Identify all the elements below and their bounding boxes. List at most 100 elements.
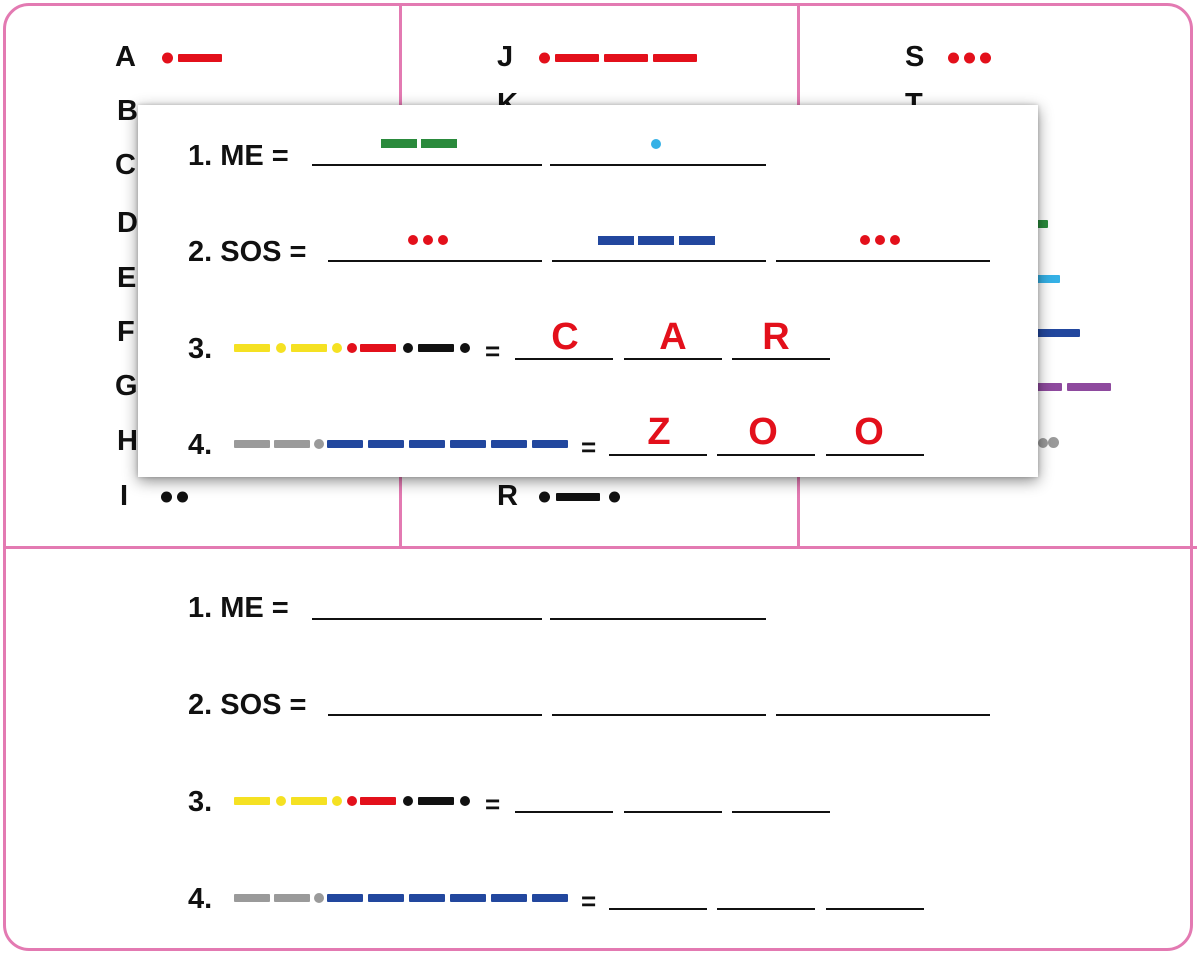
equals-sign: = [581,886,597,916]
answer-blank[interactable] [717,908,815,910]
question-4-label: 4. [188,883,213,915]
morse-code [160,490,200,504]
morse-dash [368,894,404,902]
answer-letter: C [551,316,581,358]
morse-dash [491,440,527,448]
morse-dash [555,54,599,62]
morse-dot [1048,437,1059,448]
morse-dot [314,893,324,903]
answer-blank[interactable] [776,714,990,716]
letter-label: J [497,41,514,73]
answer-blank[interactable] [624,811,722,813]
morse-dash [360,797,396,805]
answer-blank [609,454,707,456]
answer-blank[interactable] [609,908,707,910]
answer-blank [515,358,613,360]
answer-letter: O [748,411,780,453]
question-4-label: 4. [188,429,213,461]
morse-dash [1030,383,1062,391]
morse-dash [409,440,445,448]
morse-code [946,51,1006,65]
letter-label: C [115,149,136,181]
morse-dash [291,797,327,805]
question-1-label: 1. ME = [188,592,289,624]
morse-dash [604,54,648,62]
answer-blank [624,358,722,360]
morse-dot [539,491,550,503]
answer-blank [776,260,990,262]
morse-dot [460,796,470,806]
answer-blank [550,164,766,166]
answer-blank[interactable] [550,618,766,620]
morse-dash [418,797,454,805]
morse-dash [409,894,445,902]
answer-blank[interactable] [552,714,766,716]
morse-code [537,51,707,65]
answer-blank [312,164,542,166]
morse-dash [1030,220,1048,228]
morse-dot [403,343,413,353]
morse-sequence [234,794,474,808]
morse-code [537,490,627,504]
morse-dash [1067,383,1111,391]
morse-dot [162,52,173,64]
morse-dash [679,236,715,245]
morse-dash [418,344,454,352]
answer-letter: R [762,316,792,358]
morse-dash [421,139,457,148]
morse-dot [860,235,870,245]
morse-sequence [234,891,574,905]
morse-dash [381,139,417,148]
morse-dash [638,236,674,245]
question-3-label: 3. [188,333,213,365]
answer-letter: A [659,316,689,358]
answer-letter: O [854,411,886,453]
morse-dash [450,440,486,448]
morse-dash [368,440,404,448]
morse-dot [347,796,357,806]
letter-label: S [905,41,925,73]
morse-dash [234,894,270,902]
morse-dot [609,491,620,503]
morse-dot [438,235,448,245]
morse-dot [276,343,286,353]
morse-dash [491,894,527,902]
morse-sequence [234,437,574,451]
equals-sign: = [581,432,597,462]
morse-dot [314,439,324,449]
morse-dot [347,343,357,353]
morse-dot [460,343,470,353]
morse-dot [332,796,342,806]
answer-blank[interactable] [328,714,542,716]
morse-dash [532,440,568,448]
answer-letter: Z [647,411,673,453]
letter-label: F [117,316,135,348]
question-2-label: 2. SOS = [188,689,307,721]
answer-blank[interactable] [312,618,542,620]
morse-dash [327,440,363,448]
morse-dash [1030,275,1060,283]
equals-sign: = [485,789,501,819]
letter-label: E [117,262,137,294]
answer-blank [717,454,815,456]
morse-dash [598,236,634,245]
morse-dot [423,235,433,245]
morse-dash [274,894,310,902]
answer-blank[interactable] [515,811,613,813]
morse-dash [234,344,270,352]
morse-dash [450,894,486,902]
letter-label: H [117,425,138,457]
answer-blank[interactable] [826,908,924,910]
letter-label: R [497,480,518,512]
morse-dot [651,139,661,149]
question-3-label: 3. [188,786,213,818]
morse-dash [234,797,270,805]
answer-blank [732,358,830,360]
card-frame [3,3,1193,951]
morse-code [160,51,230,65]
morse-dot [539,52,550,64]
answer-blank[interactable] [732,811,830,813]
answer-blank [552,260,766,262]
answer-blank [328,260,542,262]
morse-sequence [234,341,474,355]
